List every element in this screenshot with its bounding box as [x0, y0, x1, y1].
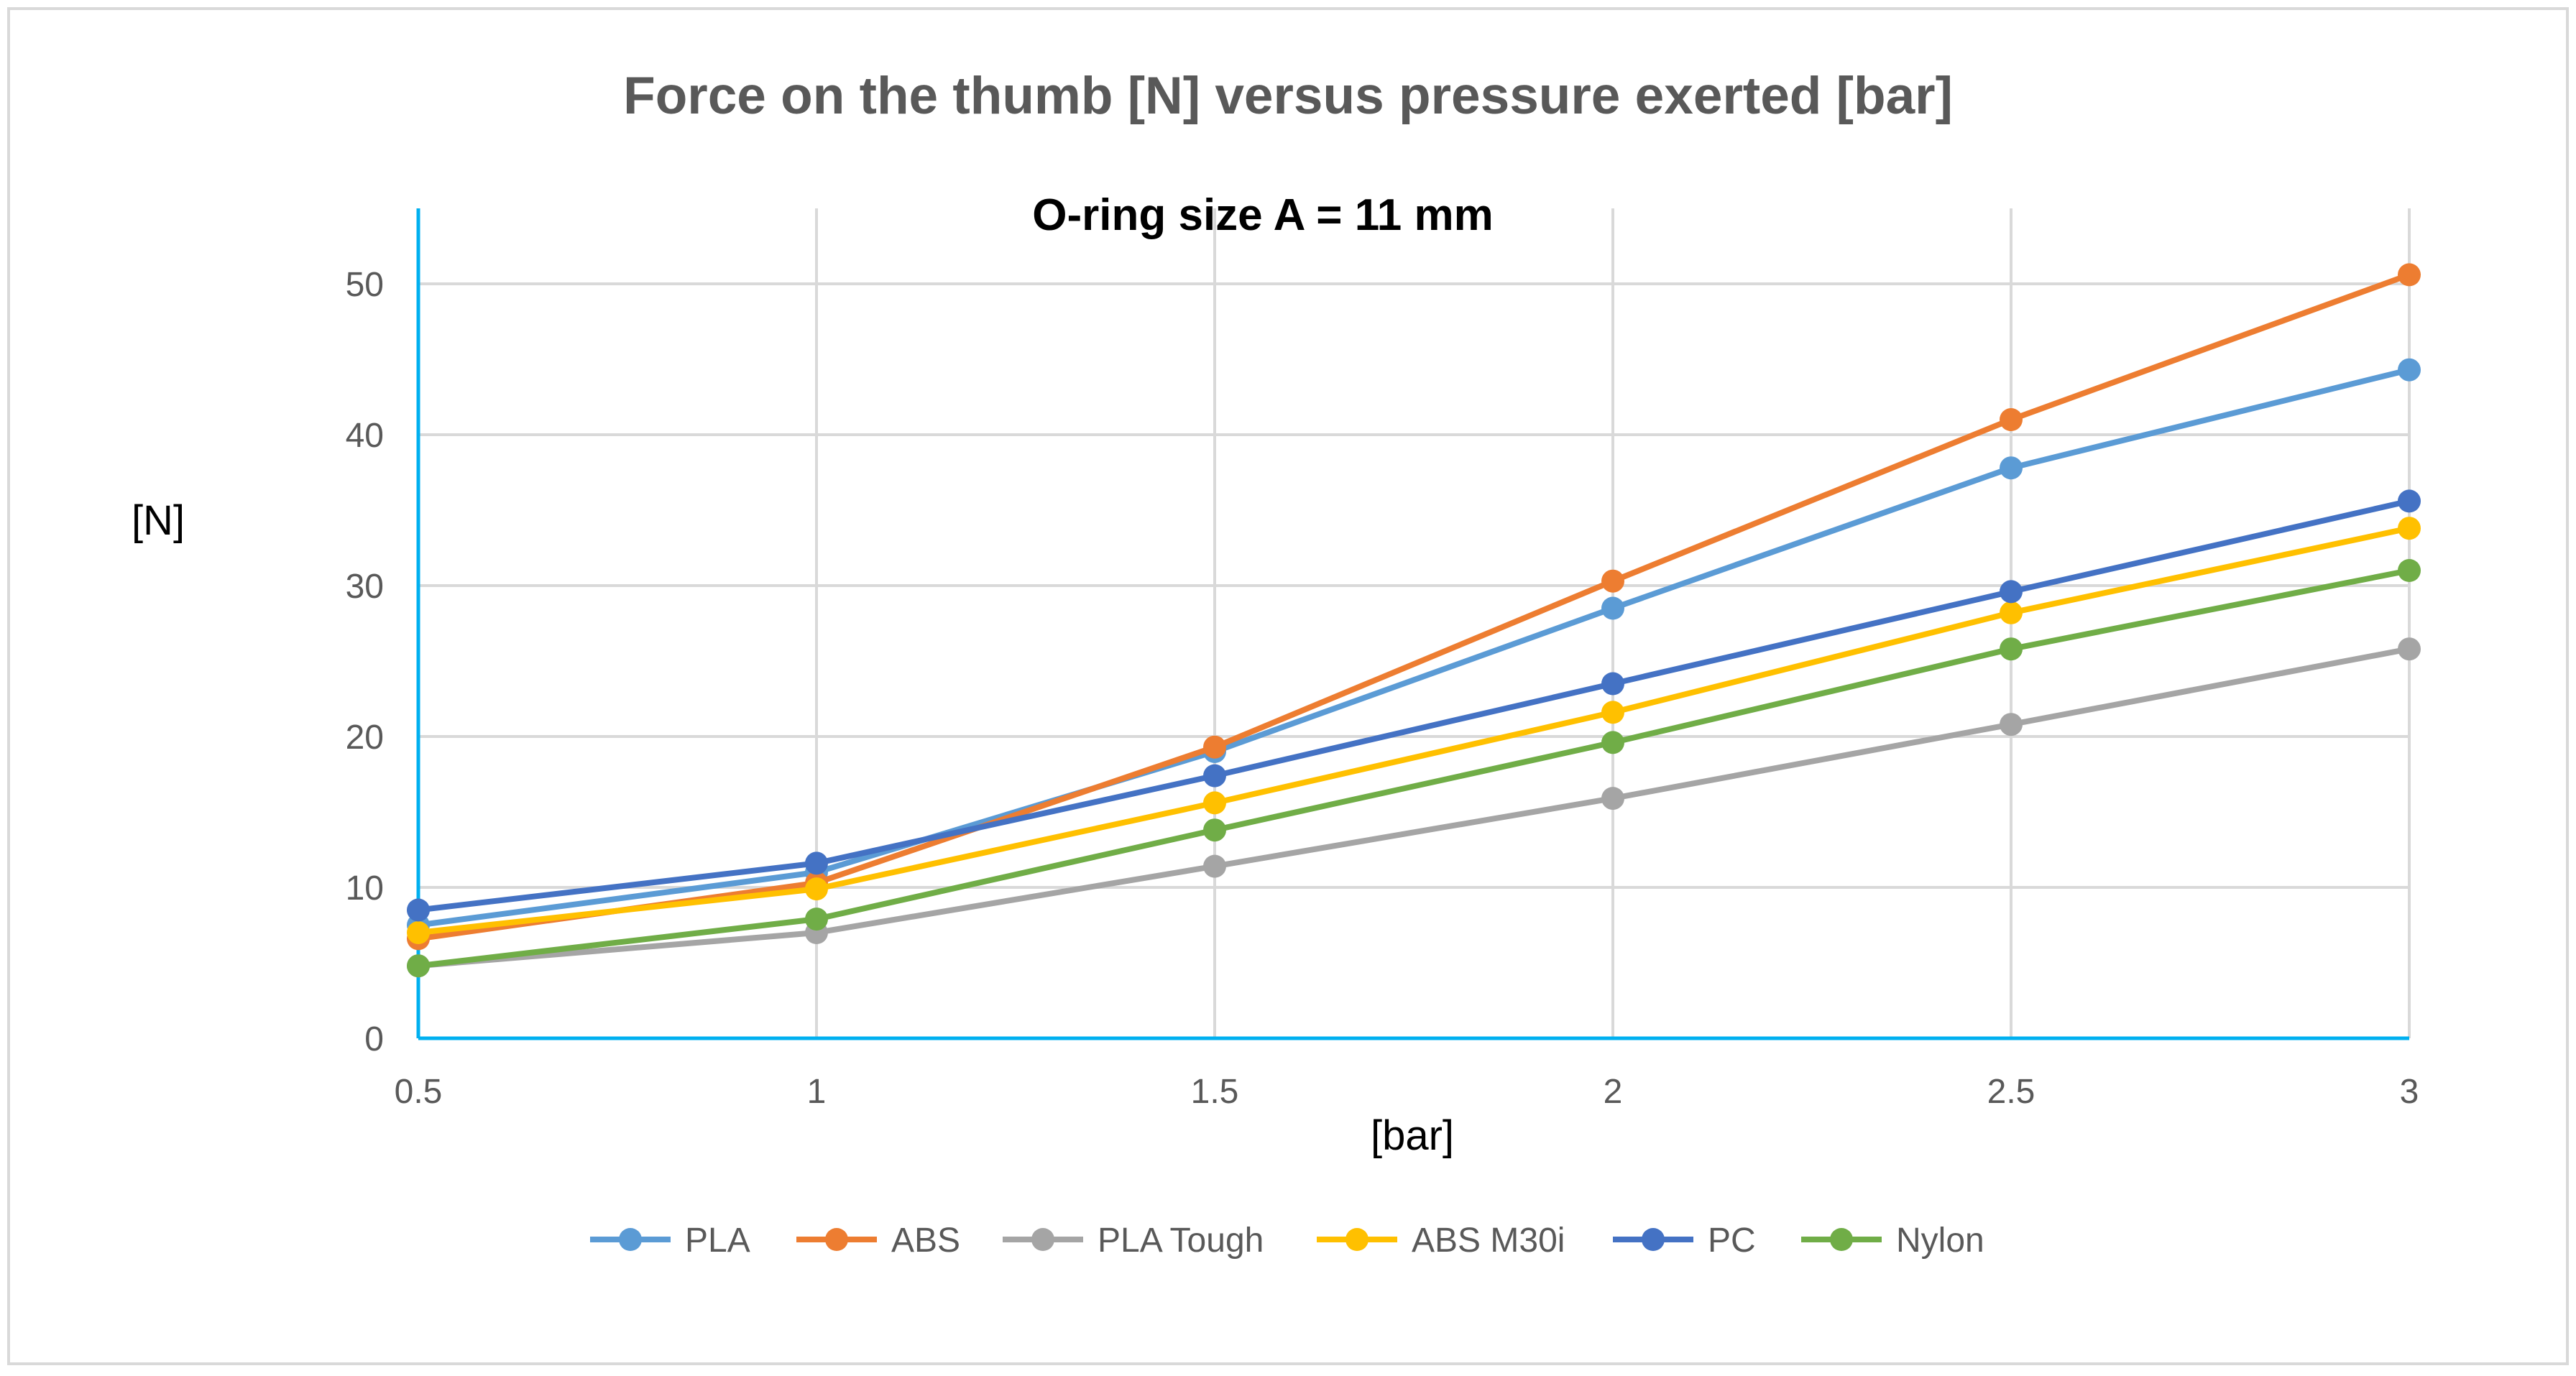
- data-point: [2000, 408, 2023, 431]
- series-line: [418, 498, 2410, 913]
- data-point: [2000, 637, 2023, 661]
- data-point: [1601, 672, 1624, 696]
- data-point: [2000, 456, 2023, 480]
- data-point: [2000, 713, 2023, 737]
- x-tick-label: 1: [807, 1073, 827, 1111]
- x-tick-label: 3: [2400, 1073, 2419, 1111]
- legend-item-pla: PLA: [590, 1222, 750, 1260]
- legend-swatch-marker: [619, 1228, 642, 1251]
- tick-labels: 0 10 20 30 40 50 0.5 1 1.5 2 2.5 3: [346, 266, 2419, 1111]
- series-line: [418, 646, 2410, 969]
- data-point: [805, 877, 828, 901]
- legend-swatch-marker: [825, 1228, 848, 1251]
- data-point: [1203, 818, 1226, 842]
- series-line: [418, 366, 2410, 928]
- data-point: [1203, 854, 1226, 878]
- data-point: [1203, 735, 1226, 759]
- data-point: [1601, 596, 1624, 620]
- data-point: [1601, 787, 1624, 811]
- legend-item-nylon: Nylon: [1801, 1222, 1984, 1260]
- data-point: [1203, 764, 1226, 788]
- y-tick-label: 10: [346, 869, 384, 908]
- series-line: [418, 525, 2410, 936]
- legend-label: PLA: [685, 1222, 750, 1260]
- data-point: [2398, 358, 2421, 382]
- data-point: [1601, 731, 1624, 754]
- legend-item-pla-tough: PLA Tough: [1003, 1222, 1264, 1260]
- legend-item-abs-m30i: ABS M30i: [1317, 1222, 1565, 1260]
- legend-label: PC: [1708, 1222, 1756, 1260]
- legend-label: Nylon: [1896, 1222, 1984, 1260]
- data-point: [805, 851, 828, 875]
- chart-subtitle: O-ring size A = 11 mm: [1032, 190, 1493, 240]
- series-lines: [407, 263, 2421, 978]
- legend: PLA ABS PLA Tough ABS M30i PC Nylon: [590, 1222, 1984, 1260]
- chart-border: [7, 7, 2569, 1365]
- data-point: [407, 954, 430, 978]
- x-tick-label: 2: [1604, 1073, 1623, 1111]
- series-line: [418, 272, 2411, 942]
- data-point: [1601, 701, 1624, 724]
- legend-item-pc: PC: [1613, 1222, 1756, 1260]
- series-pc: [407, 489, 2421, 922]
- legend-swatch-marker: [1346, 1228, 1368, 1251]
- y-tick-label: 20: [346, 719, 384, 757]
- x-axis-title: [bar]: [1371, 1112, 1454, 1159]
- legend-swatch-marker: [1031, 1228, 1054, 1251]
- data-point: [1203, 791, 1226, 815]
- data-point: [2000, 580, 2023, 604]
- series-nylon: [407, 559, 2421, 978]
- data-point: [1601, 569, 1624, 593]
- y-axis-title: [N]: [132, 497, 185, 544]
- y-tick-label: 50: [346, 266, 384, 304]
- data-point: [407, 921, 430, 944]
- data-point: [2398, 637, 2421, 661]
- x-tick-label: 2.5: [1987, 1073, 2036, 1111]
- legend-label: ABS: [891, 1222, 960, 1260]
- series-line: [418, 568, 2410, 969]
- y-tick-label: 30: [346, 568, 384, 606]
- data-point: [2398, 489, 2421, 513]
- data-point: [2398, 559, 2421, 582]
- legend-item-abs: ABS: [796, 1222, 960, 1260]
- legend-label: ABS M30i: [1412, 1222, 1565, 1260]
- series-abs-m30i: [407, 517, 2421, 944]
- legend-label: PLA Tough: [1098, 1222, 1264, 1260]
- data-point: [407, 898, 430, 922]
- y-tick-label: 40: [346, 417, 384, 455]
- data-point: [2000, 601, 2023, 624]
- data-point: [805, 908, 828, 931]
- y-tick-label: 0: [364, 1020, 384, 1058]
- data-point: [2398, 517, 2421, 540]
- data-point: [2398, 263, 2421, 287]
- legend-swatch-marker: [1830, 1228, 1853, 1251]
- chart-title: Force on the thumb [N] versus pressure e…: [623, 67, 1953, 125]
- legend-swatch-marker: [1642, 1228, 1665, 1251]
- x-tick-label: 1.5: [1191, 1073, 1239, 1111]
- x-tick-label: 0.5: [395, 1073, 443, 1111]
